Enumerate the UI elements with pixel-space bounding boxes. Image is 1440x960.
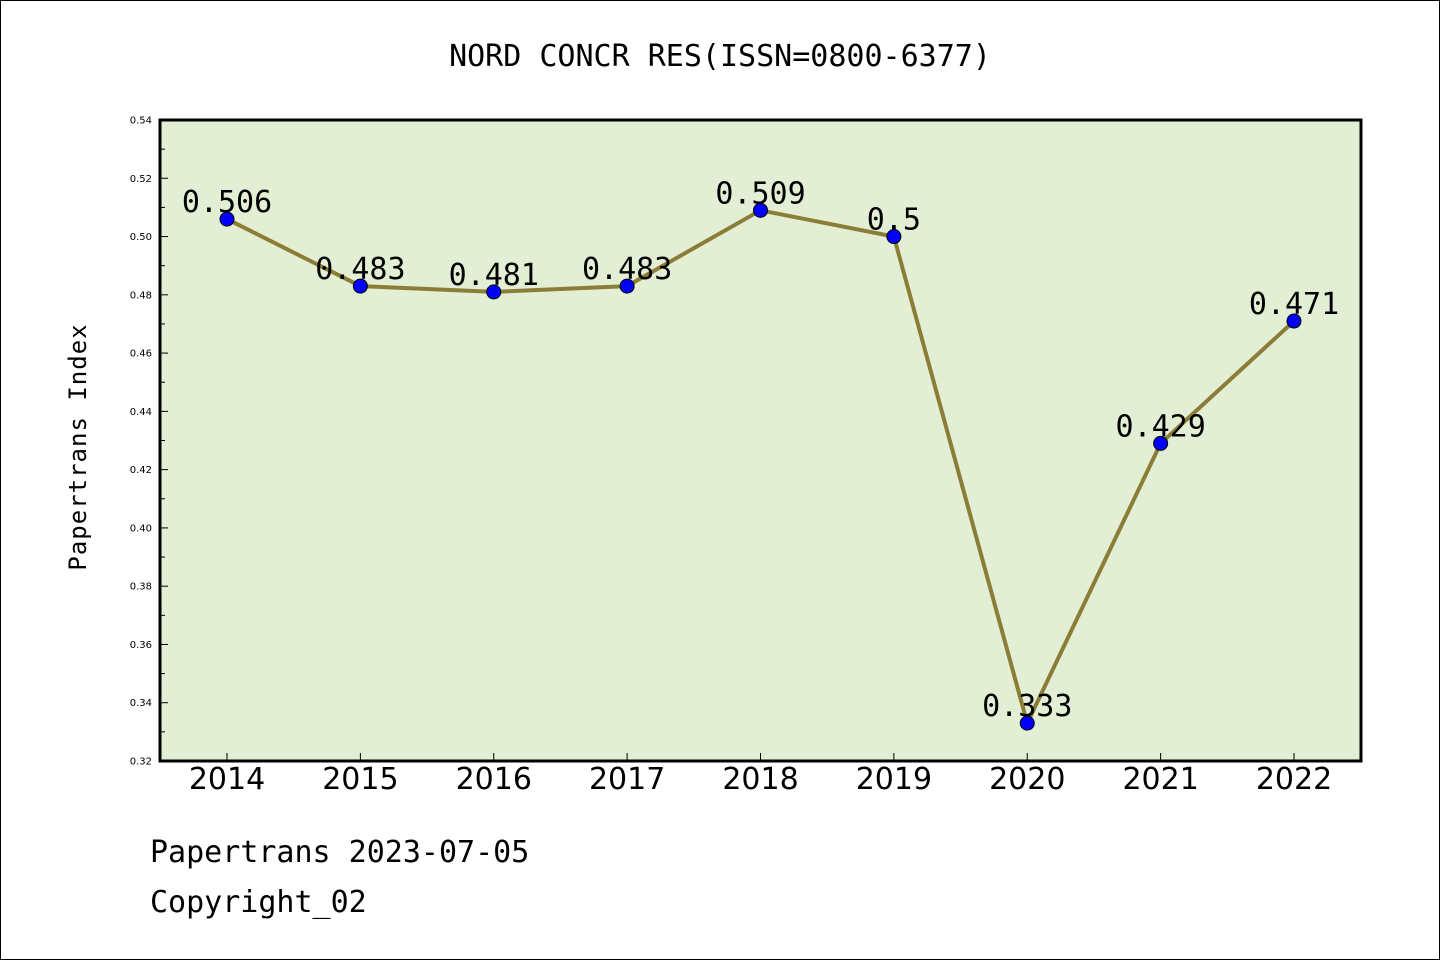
- data-point: [1286, 313, 1302, 329]
- data-label: 0.429: [1115, 409, 1205, 444]
- data-point: [886, 229, 902, 245]
- x-tick-label: 2020: [989, 762, 1065, 797]
- y-axis-label: Papertrans Index: [64, 323, 92, 570]
- y-tick-label: 0.38: [130, 582, 152, 593]
- y-tick-label: 0.46: [130, 349, 152, 360]
- y-tick-label: 0.48: [130, 290, 152, 301]
- data-label: 0.471: [1249, 287, 1339, 322]
- data-point: [619, 278, 635, 294]
- y-tick-label: 0.32: [130, 757, 152, 768]
- data-point: [352, 278, 368, 294]
- x-tick-label: 2021: [1122, 762, 1198, 797]
- footer-date: Papertrans 2023-07-05: [150, 835, 530, 870]
- y-tick-label: 0.50: [130, 232, 152, 243]
- x-tick-label: 2018: [722, 762, 798, 797]
- data-point: [1019, 715, 1035, 731]
- x-tick-label: 2017: [589, 762, 665, 797]
- data-point: [1153, 435, 1169, 451]
- y-tick-label: 0.34: [130, 698, 152, 709]
- y-tick-label: 0.42: [130, 465, 152, 476]
- data-label: 0.483: [315, 252, 405, 287]
- data-label: 0.509: [715, 176, 805, 211]
- y-tick-label: 0.40: [130, 523, 152, 534]
- series-group: 0.506 0.483 0.481 0.483 0.509 0.5 0.333 0.429 0.…: [182, 176, 1339, 731]
- footer-copyright: Copyright_02: [150, 885, 367, 920]
- data-point: [486, 284, 502, 300]
- y-tick-label: 0.44: [130, 407, 152, 418]
- x-tick-label: 2022: [1256, 762, 1332, 797]
- y-tick-label: 0.52: [130, 174, 152, 185]
- data-point: [753, 202, 768, 218]
- x-tick-label: 2014: [189, 762, 265, 797]
- y-tick-label: 0.54: [130, 116, 152, 127]
- data-label: 0.481: [449, 258, 539, 293]
- x-tick-label: 2016: [456, 762, 532, 797]
- x-tick-label: 2019: [856, 762, 932, 797]
- y-tick-label: 0.36: [130, 640, 152, 651]
- data-label: 0.483: [582, 252, 672, 287]
- data-label: 0.5: [867, 203, 921, 238]
- data-point: [219, 211, 235, 227]
- data-label: 0.333: [982, 689, 1072, 724]
- chart-title: NORD CONCR RES(ISSN=0800-6377): [449, 39, 991, 74]
- x-axis: 2014 2015 2016 2017 2018 2019 2020 2021 2022: [189, 753, 1332, 797]
- y-axis: 0.32 0.34 0.36 0.38 0.40 0.42 0.44 0.46 0.48 0.50…: [130, 116, 168, 768]
- data-label: 0.506: [182, 185, 272, 220]
- x-tick-label: 2015: [322, 762, 398, 797]
